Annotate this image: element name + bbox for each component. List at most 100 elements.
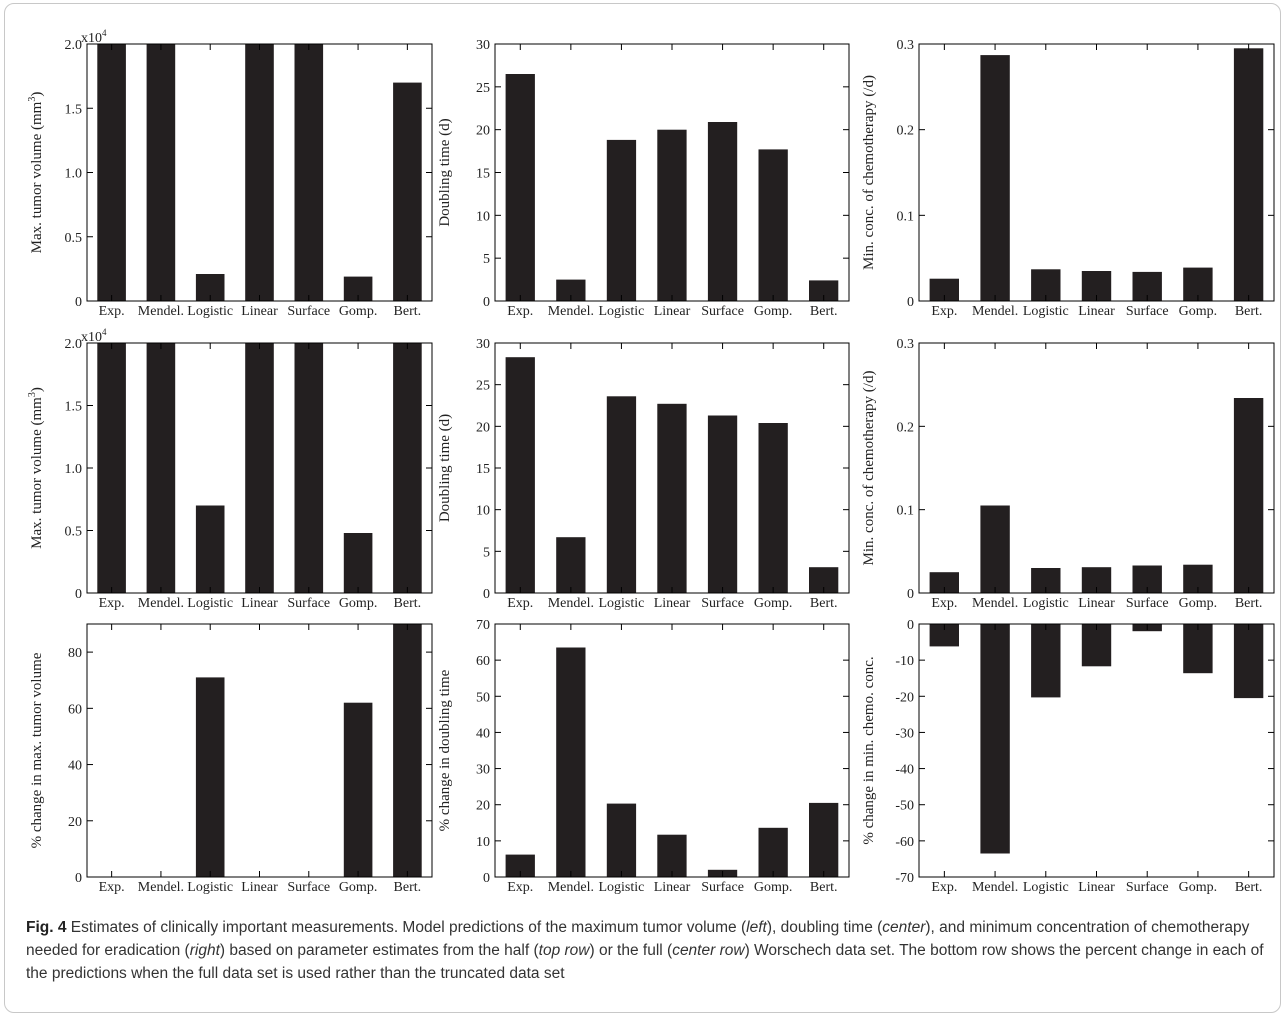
bar-gomp bbox=[1183, 624, 1213, 674]
y-tick-label: 0 bbox=[907, 618, 914, 633]
y-tick-label: 30 bbox=[476, 337, 490, 352]
x-tick-label: Bert. bbox=[1235, 304, 1263, 319]
y-tick-label: 0.3 bbox=[897, 337, 915, 352]
bar-mendel bbox=[146, 343, 176, 593]
y-tick-label: 80 bbox=[68, 646, 82, 661]
bar-mendel bbox=[556, 279, 586, 301]
x-tick-label: Linear bbox=[654, 304, 691, 319]
y-tick-label: 0.1 bbox=[897, 504, 915, 519]
x-tick-label: Bert. bbox=[394, 304, 422, 319]
y-tick-label: 0 bbox=[75, 295, 82, 310]
y-axis-label-end: ) bbox=[29, 92, 45, 97]
x-tick-label: Logistic bbox=[598, 880, 644, 895]
x-tick-label: Logistic bbox=[1023, 880, 1069, 895]
x-tick-label: Mendel. bbox=[548, 304, 594, 319]
y-tick-label: 1.0 bbox=[65, 462, 83, 477]
y-tick-label: 10 bbox=[476, 209, 490, 224]
figure-caption: Fig. 4 Estimates of clinically important… bbox=[26, 916, 1266, 985]
plot-frame bbox=[918, 342, 1275, 594]
bar-linear bbox=[657, 129, 687, 301]
x-tick-label: Exp. bbox=[99, 880, 125, 895]
bar-bert bbox=[1233, 624, 1264, 699]
x-tick-label: Mendel. bbox=[972, 880, 1018, 895]
x-tick-label: Linear bbox=[241, 880, 278, 895]
caption-em-right: right bbox=[189, 942, 220, 959]
x-tick-label: Surface bbox=[701, 880, 744, 895]
chart-middle-left: 0 0.5 1.0 1.5 2.0 Exp. Mendel. Logistic Linear Su… bbox=[27, 327, 433, 611]
y-axis-label: % change in min. chemo. conc. bbox=[861, 656, 877, 844]
y-tick-label: 0 bbox=[75, 587, 82, 602]
x-tick-label: Logistic bbox=[187, 880, 233, 895]
x-tick-label: Logistic bbox=[598, 596, 644, 611]
scale-multiplier: x104 bbox=[81, 28, 107, 46]
y-tick-label: 50 bbox=[476, 690, 490, 705]
y-axis-label: % change in doubling time bbox=[437, 669, 453, 831]
caption-em-top-row: top row bbox=[538, 942, 590, 959]
y-tick-label: 0 bbox=[483, 871, 490, 886]
bar-linear bbox=[245, 44, 274, 301]
y-tick-label: 0.5 bbox=[65, 525, 83, 540]
bar-surface bbox=[294, 343, 324, 593]
x-tick-label: Bert. bbox=[394, 880, 422, 895]
y-tick-label: 40 bbox=[68, 759, 82, 774]
plot-frame bbox=[86, 623, 433, 878]
x-tick-label: Surface bbox=[287, 304, 330, 319]
bar-linear bbox=[657, 403, 687, 593]
x-tick-label: Linear bbox=[241, 304, 278, 319]
y-axis-label: Min. conc. of chemotherapy (/d) bbox=[861, 75, 877, 270]
y-axis-label: Max. tumor volume (mm3) bbox=[27, 387, 45, 549]
bar-bert bbox=[393, 82, 422, 301]
y-axis-label: Max. tumor volume (mm3) bbox=[27, 92, 45, 254]
bar-logistic bbox=[195, 677, 225, 877]
x-tick-label: Bert. bbox=[1235, 880, 1263, 895]
x-tick-label: Bert. bbox=[810, 880, 838, 895]
bar-mendel bbox=[146, 44, 176, 301]
chart-top-center: 0 5 10 15 20 25 30 Exp. Mendel. Logistic Linear Sur… bbox=[437, 38, 850, 319]
caption-em-center: center bbox=[882, 919, 926, 936]
x-tick-label: Bert. bbox=[810, 596, 838, 611]
x-tick-label: Exp. bbox=[931, 880, 957, 895]
x-tick-label: Mendel. bbox=[972, 596, 1018, 611]
x-tick-label: Mendel. bbox=[548, 880, 594, 895]
x-tick-label: Logistic bbox=[1023, 596, 1069, 611]
y-tick-label: 5 bbox=[483, 545, 490, 560]
bar-logistic bbox=[606, 803, 637, 877]
bar-surface bbox=[707, 122, 738, 301]
bar-exp bbox=[929, 572, 959, 593]
x-tick-label: Exp. bbox=[931, 596, 957, 611]
caption-text-2: ), doubling time ( bbox=[766, 919, 883, 936]
y-tick-label: -20 bbox=[895, 690, 914, 705]
x-tick-label: Logistic bbox=[1023, 304, 1069, 319]
x-tick-label: Mendel. bbox=[138, 596, 184, 611]
y-tick-label: 0.5 bbox=[65, 231, 83, 246]
scale-multiplier: x104 bbox=[81, 327, 107, 345]
y-tick-label: 20 bbox=[68, 815, 82, 830]
x-tick-label: Mendel. bbox=[138, 880, 184, 895]
x-tick-label: Surface bbox=[287, 880, 330, 895]
bar-gomp bbox=[758, 827, 788, 877]
x-tick-label: Surface bbox=[287, 596, 330, 611]
bar-mendel bbox=[556, 537, 586, 593]
x-tick-label: Exp. bbox=[931, 304, 957, 319]
bar-exp bbox=[929, 278, 959, 301]
y-tick-label: 1.5 bbox=[65, 400, 83, 415]
bar-gomp bbox=[343, 533, 373, 593]
caption-label: Fig. 4 bbox=[26, 919, 67, 936]
y-tick-label: 2.0 bbox=[65, 38, 83, 53]
y-tick-label: 40 bbox=[476, 726, 490, 741]
bar-logistic bbox=[195, 505, 225, 593]
x-tick-label: Linear bbox=[1078, 304, 1115, 319]
y-tick-label: 60 bbox=[68, 702, 82, 717]
y-tick-label: 15 bbox=[476, 167, 490, 182]
plot-frame bbox=[918, 43, 1275, 302]
y-tick-label: 30 bbox=[476, 763, 490, 778]
bar-exp bbox=[929, 624, 959, 647]
x-tick-label: Mendel. bbox=[138, 304, 184, 319]
bar-surface bbox=[707, 415, 738, 593]
chart-middle-right: 0 0.1 0.2 0.3 Exp. Mendel. Logistic Linear Surfa… bbox=[861, 337, 1275, 611]
caption-text-4: ) based on parameter estimates from the … bbox=[219, 942, 539, 959]
y-tick-label: -50 bbox=[895, 799, 914, 814]
y-axis-label: % change in max. tumor volume bbox=[29, 652, 45, 848]
x-tick-label: Linear bbox=[654, 596, 691, 611]
